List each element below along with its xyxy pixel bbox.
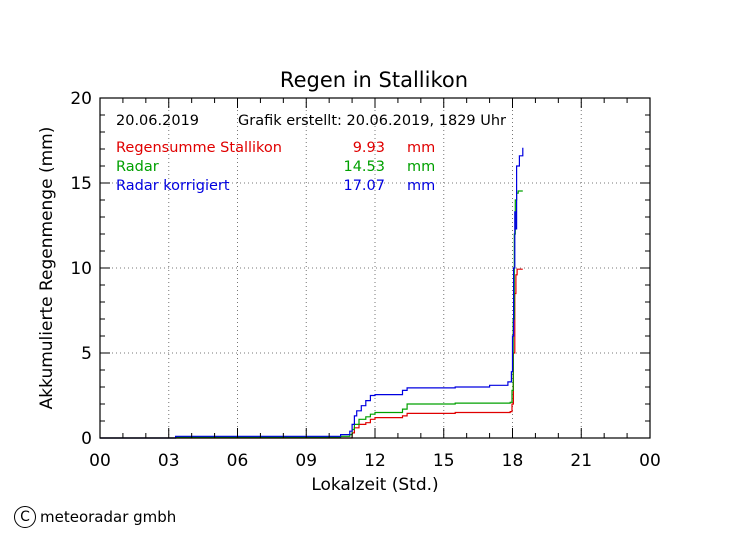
legend-unit-regensumme: mm <box>407 140 435 156</box>
x-tick-label: 18 <box>502 451 524 471</box>
series-lines <box>100 147 524 439</box>
grid <box>100 98 650 438</box>
legend-value-radar-korrigiert: 17.07 <box>343 178 385 194</box>
series-line-2 <box>100 147 524 439</box>
x-tick-label: 03 <box>158 451 180 471</box>
x-tick-label: 06 <box>227 451 249 471</box>
legend-label-regensumme: Regensumme Stallikon <box>116 140 282 156</box>
legend-unit-radar: mm <box>407 159 435 175</box>
x-tick-label: 00 <box>639 451 661 471</box>
y-tick-label: 10 <box>70 259 92 279</box>
y-tick-label: 0 <box>81 429 92 449</box>
chart-created: Grafik erstellt: 20.06.2019, 1829 Uhr <box>238 113 506 129</box>
legend-label-radar: Radar <box>116 159 159 175</box>
copyright-text: meteoradar gmbh <box>40 508 177 526</box>
x-tick-label: 15 <box>433 451 455 471</box>
copyright-icon: C <box>14 506 36 528</box>
copyright-notice: C meteoradar gmbh <box>14 506 176 528</box>
y-axis-label: Akkumulierte Regenmenge (mm) <box>37 127 57 410</box>
chart-date: 20.06.2019 <box>116 113 199 129</box>
y-tick-label: 5 <box>81 344 92 364</box>
x-tick-label: 21 <box>570 451 592 471</box>
series-line-1 <box>100 190 523 439</box>
legend-value-regensumme: 9.93 <box>353 140 385 156</box>
x-tick-label: 12 <box>364 451 386 471</box>
x-axis-label: Lokalzeit (Std.) <box>311 475 438 495</box>
y-tick-label: 20 <box>70 89 92 109</box>
x-tick-labels: 00 03 06 09 12 15 18 21 00 <box>89 451 661 471</box>
x-tick-label: 00 <box>89 451 111 471</box>
x-tick-label: 09 <box>295 451 317 471</box>
legend-unit-radar-korrigiert: mm <box>407 178 435 194</box>
axis-ticks <box>99 97 651 439</box>
legend-value-radar: 14.53 <box>343 159 385 175</box>
y-tick-label: 15 <box>70 174 92 194</box>
y-tick-labels: 0 5 10 15 20 <box>70 89 92 449</box>
chart-title: Regen in Stallikon <box>280 68 468 92</box>
legend-label-radar-korrigiert: Radar korrigiert <box>116 178 230 194</box>
